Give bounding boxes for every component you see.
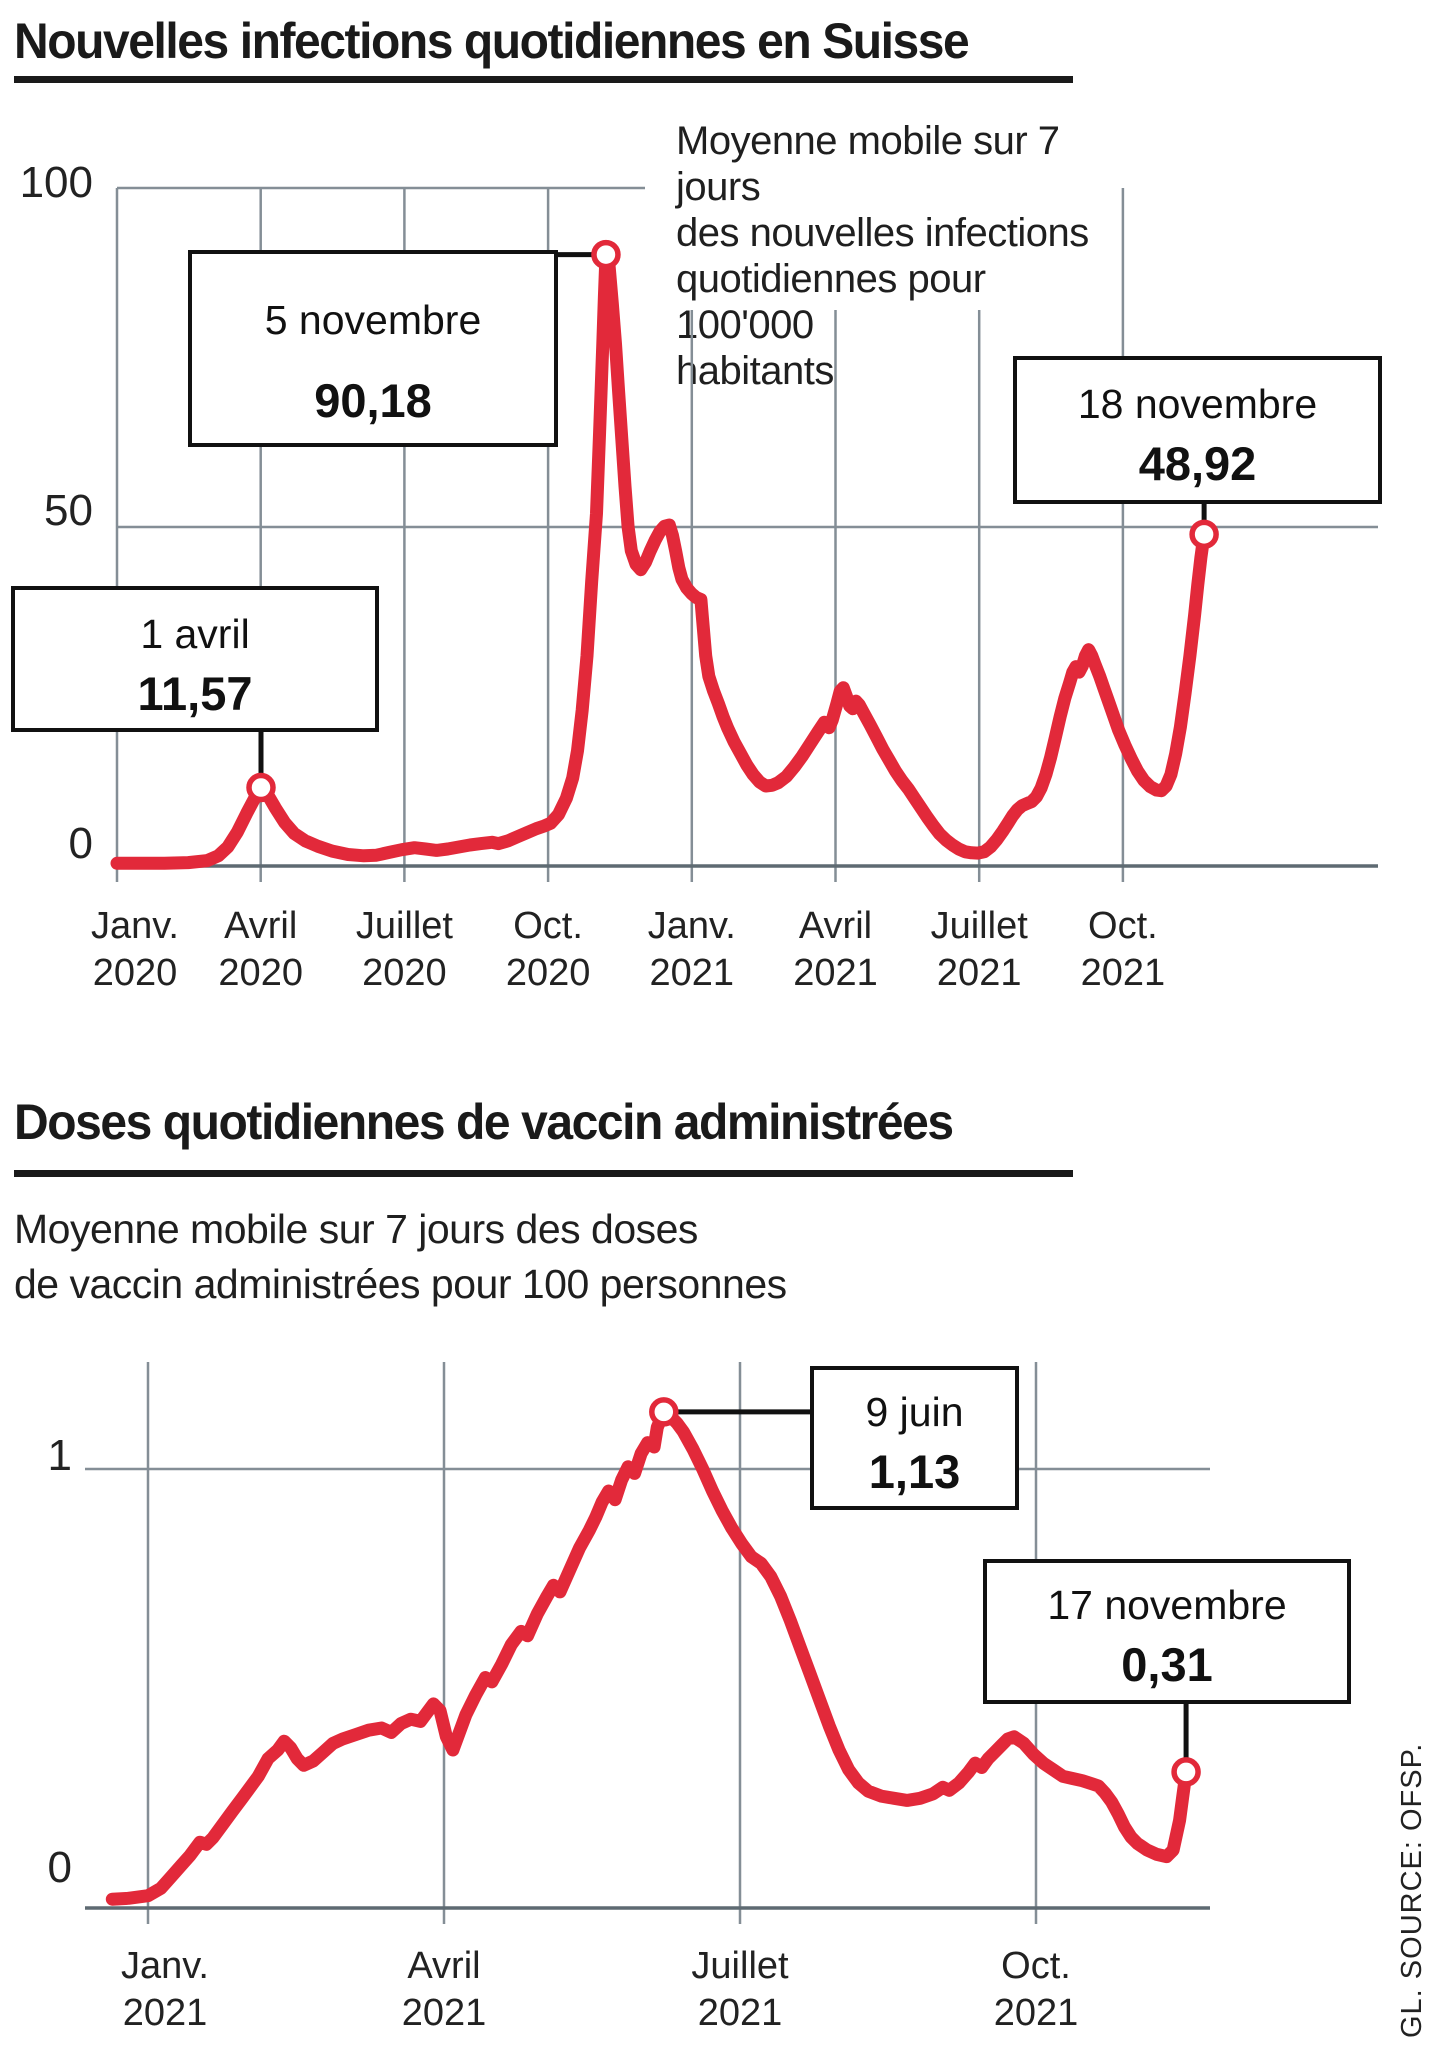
x-tick-label: Oct. 2020 (506, 905, 591, 994)
callout-box (188, 250, 558, 447)
callout-date: 18 novembre (1078, 381, 1317, 427)
subtitle-line-1: Moyenne mobile sur 7 jours des doses (14, 1206, 698, 1252)
title-rule-bottom (14, 1170, 1073, 1177)
title-rule-top (14, 76, 1073, 83)
callout-date: 5 novembre (265, 297, 482, 343)
subtitle-line-2: de vaccin administrées pour 100 personne… (14, 1261, 787, 1307)
x-tick-label: Juillet 2021 (691, 1945, 789, 2034)
callout-box (1013, 356, 1382, 504)
infections-line (110, 248, 1211, 870)
note-line-1: Moyenne mobile sur 7 jours (676, 119, 1060, 209)
callout-value: 1,13 (869, 1445, 960, 1498)
annotation-callout: 18 novembre 48,92 (1013, 356, 1382, 550)
annotation-callout: 1 avril 11,57 (11, 586, 379, 803)
x-tick-label: Oct. 2021 (994, 1945, 1079, 2034)
x-tick-label: Janv. 2021 (121, 1945, 209, 2034)
infections-chart-title: Nouvelles infections quotidiennes en Sui… (14, 13, 970, 69)
y-tick-label: 0 (48, 1843, 72, 1892)
data-point-marker (1189, 519, 1219, 550)
x-tick-label: Avril 2020 (218, 905, 303, 994)
callout-box (11, 586, 379, 732)
callout-value: 11,57 (137, 667, 252, 720)
vaccine-chart: 1 0 Janv. 2021 Avril 2021 Juillet 2021 Oct. 2021 9… (48, 1362, 1351, 2034)
vaccine-chart-title: Doses quotidiennes de vaccin administrée… (14, 1094, 954, 1150)
data-point-marker (1171, 1757, 1201, 1787)
callout-box (810, 1366, 1019, 1510)
x-tick-label: Avril 2021 (793, 905, 878, 994)
annotation-callout: 17 novembre 0,31 (983, 1559, 1351, 1787)
callout-date: 9 juin (865, 1389, 963, 1435)
infections-chart-note: Moyenne mobile sur 7 jours des nouvelles… (676, 118, 1096, 394)
callout-box (983, 1559, 1351, 1704)
infections-chart: 100 50 0 Janv. 2020 Avril 2020 Juillet 2020 Oct. 2… (11, 158, 1382, 994)
annotation-callout: 9 juin 1,13 (649, 1366, 1019, 1510)
callout-value: 90,18 (314, 374, 432, 427)
data-point-marker (649, 1397, 679, 1427)
callout-date: 1 avril (140, 611, 249, 657)
x-tick-label: Oct. 2021 (1081, 905, 1166, 994)
y-tick-label: 0 (69, 819, 93, 868)
callout-date: 17 novembre (1047, 1582, 1286, 1628)
note-line-2: des nouvelles infections (676, 211, 1089, 255)
x-tick-label: Avril 2021 (402, 1945, 487, 2034)
data-point-marker (246, 772, 276, 803)
annotation-callout: 5 novembre 90,18 (188, 239, 621, 447)
x-tick-label: Janv. 2021 (648, 905, 736, 994)
y-tick-label: 1 (48, 1431, 72, 1480)
note-line-4: habitants (676, 349, 834, 393)
x-tick-label: Juillet 2021 (931, 905, 1029, 994)
y-tick-label: 50 (44, 486, 93, 535)
vaccine-chart-subtitle: Moyenne mobile sur 7 jours des doses de … (14, 1202, 914, 1312)
callout-value: 48,92 (1139, 437, 1257, 490)
y-tick-label: 100 (20, 158, 93, 207)
x-tick-label: Janv. 2020 (91, 905, 179, 994)
data-point-marker (591, 239, 621, 270)
x-tick-label: Juillet 2020 (356, 905, 454, 994)
doses-line (105, 1405, 1193, 1906)
note-line-3: quotidiennes pour 100'000 (676, 257, 986, 347)
callout-value: 0,31 (1121, 1638, 1212, 1691)
